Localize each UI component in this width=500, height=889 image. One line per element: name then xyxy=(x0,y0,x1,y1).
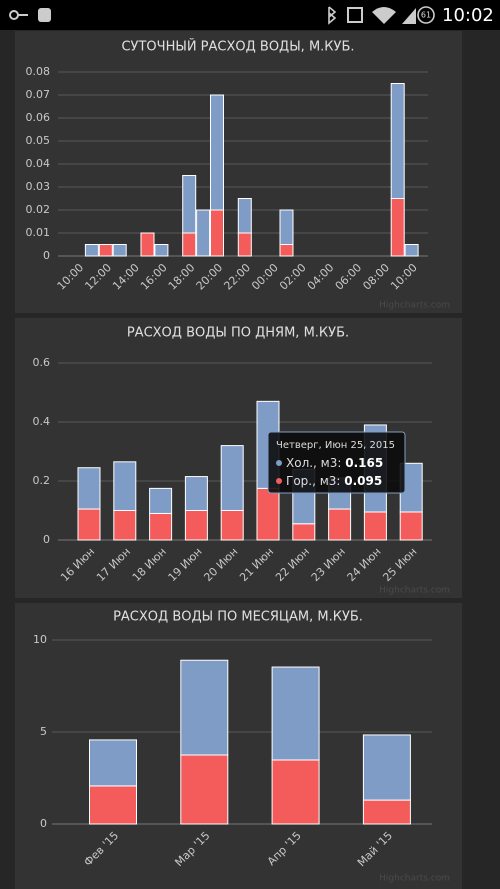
bar-segment xyxy=(89,785,137,825)
bar-segment xyxy=(77,467,101,510)
bar-segment xyxy=(399,511,423,541)
status-bar xyxy=(0,0,500,30)
y-tick-label: 10 xyxy=(33,633,47,646)
credits: Highcharts.com xyxy=(379,301,450,311)
bar-segment xyxy=(210,94,224,211)
wifi-icon xyxy=(372,7,396,24)
bar-segment xyxy=(404,244,419,257)
bar-segment xyxy=(237,198,252,234)
chart-panel xyxy=(15,31,462,313)
bar-segment xyxy=(112,244,127,257)
rotate-icon xyxy=(347,7,363,23)
bar-segment xyxy=(390,83,405,199)
bar-segment xyxy=(220,445,244,512)
tooltip-dot xyxy=(276,478,282,484)
tooltip-value: 0.165 xyxy=(345,456,383,470)
bar-segment xyxy=(196,209,211,257)
bar-segment xyxy=(89,739,137,787)
y-tick-label: 0.08 xyxy=(26,65,51,78)
bar-segment xyxy=(113,461,137,512)
y-tick-label: 0.01 xyxy=(26,226,51,239)
tooltip-dot xyxy=(276,460,282,466)
y-tick-label: 0.04 xyxy=(26,157,51,170)
y-tick-label: 0.07 xyxy=(26,88,51,101)
bar-segment xyxy=(390,198,405,257)
y-tick-label: 0.05 xyxy=(26,134,51,147)
battery-level: 61 xyxy=(421,11,431,20)
tooltip-label: Хол., м3: xyxy=(286,456,345,470)
bar-segment xyxy=(279,244,294,257)
clock: 10:02 xyxy=(442,5,494,26)
bar-segment xyxy=(98,244,113,257)
bar-segment xyxy=(362,799,411,825)
bar-segment xyxy=(184,510,208,541)
bar-segment xyxy=(328,508,352,541)
bar-segment xyxy=(362,734,411,801)
tooltip-value: 0.095 xyxy=(344,474,382,488)
bar-segment xyxy=(184,476,208,512)
y-tick-label: 0.06 xyxy=(26,111,51,124)
tooltip-label: Гор., м3: xyxy=(286,474,344,488)
bar-segment xyxy=(182,175,197,234)
app-icon xyxy=(38,8,51,22)
y-tick-label: 0 xyxy=(43,249,50,262)
bar-segment xyxy=(182,232,197,257)
bar-segment xyxy=(154,244,169,257)
tooltip-header: Четверг, Июн 25, 2015 xyxy=(276,440,395,451)
y-tick-label: 0.02 xyxy=(26,203,51,216)
y-tick-label: 0 xyxy=(43,533,50,546)
chart-title: РАСХОД ВОДЫ ПО МЕСЯЦАМ, М.КУБ. xyxy=(113,610,363,625)
bar-segment xyxy=(113,510,137,541)
bar-segment xyxy=(180,754,229,825)
y-tick-label: 0 xyxy=(40,817,47,830)
bar-segment xyxy=(149,512,173,541)
tooltip-box xyxy=(267,431,406,494)
bluetooth-icon xyxy=(328,6,337,25)
credits: Highcharts.com xyxy=(379,874,450,884)
credits: Highcharts.com xyxy=(379,586,450,596)
status-icons xyxy=(9,6,435,25)
bar-segment xyxy=(256,487,280,541)
y-tick-label: 0.03 xyxy=(26,180,51,193)
y-tick-label: 5 xyxy=(40,725,47,738)
signal-icon xyxy=(402,8,416,24)
chart-title: РАСХОД ВОДЫ ПО ДНЯМ, М.КУБ. xyxy=(127,326,349,341)
bar-segment xyxy=(220,510,244,541)
bar-segment xyxy=(149,487,173,514)
bar-segment xyxy=(237,232,252,257)
bar-segment xyxy=(363,511,387,541)
battery-icon xyxy=(417,6,435,24)
bar-segment xyxy=(77,508,101,541)
bar-segment xyxy=(279,209,294,245)
bar-segment xyxy=(84,244,99,257)
y-tick-label: 0.2 xyxy=(33,474,51,487)
bar-segment xyxy=(271,666,320,761)
bar-segment xyxy=(292,523,316,541)
y-tick-label: 0.6 xyxy=(33,356,51,369)
y-tick-label: 0.4 xyxy=(33,415,51,428)
bar-segment xyxy=(180,659,229,756)
chart-title: СУТОЧНЫЙ РАСХОД ВОДЫ, М.КУБ. xyxy=(121,39,354,55)
bar-segment xyxy=(140,232,155,257)
key-icon xyxy=(18,14,28,16)
bar-segment xyxy=(271,759,320,825)
bar-segment xyxy=(210,209,224,257)
tooltip-row: Гор., м3: 0.095 xyxy=(286,474,382,488)
tooltip-row: Хол., м3: 0.165 xyxy=(286,456,383,470)
